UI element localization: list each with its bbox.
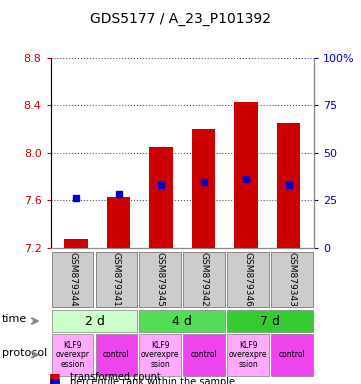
Text: ■: ■ — [49, 376, 61, 384]
Text: protocol: protocol — [2, 348, 47, 358]
Text: GDS5177 / A_23_P101392: GDS5177 / A_23_P101392 — [90, 12, 271, 26]
Text: ■: ■ — [49, 371, 61, 384]
Text: transformed count: transformed count — [70, 372, 161, 382]
Text: KLF9
overexpre
ssion: KLF9 overexpre ssion — [141, 341, 179, 369]
Text: 4 d: 4 d — [172, 314, 192, 328]
Text: GSM879341: GSM879341 — [112, 252, 121, 307]
Text: time: time — [2, 314, 27, 324]
Text: KLF9
overexpre
ssion: KLF9 overexpre ssion — [229, 341, 268, 369]
Text: GSM879344: GSM879344 — [68, 252, 77, 307]
Text: GSM879343: GSM879343 — [288, 252, 297, 307]
Text: GSM879345: GSM879345 — [156, 252, 165, 307]
Bar — [64, 239, 88, 248]
Text: control: control — [279, 350, 305, 359]
Text: control: control — [191, 350, 218, 359]
Bar — [192, 129, 215, 248]
Text: GSM879346: GSM879346 — [244, 252, 253, 307]
Bar — [107, 197, 130, 248]
Bar — [149, 147, 173, 248]
Text: GSM879342: GSM879342 — [200, 252, 209, 307]
Text: 7 d: 7 d — [260, 314, 280, 328]
Text: KLF9
overexpr
ession: KLF9 overexpr ession — [56, 341, 90, 369]
Text: 2 d: 2 d — [84, 314, 104, 328]
Bar — [277, 123, 300, 248]
Bar — [234, 101, 258, 248]
Text: control: control — [103, 350, 130, 359]
Text: percentile rank within the sample: percentile rank within the sample — [70, 377, 235, 384]
